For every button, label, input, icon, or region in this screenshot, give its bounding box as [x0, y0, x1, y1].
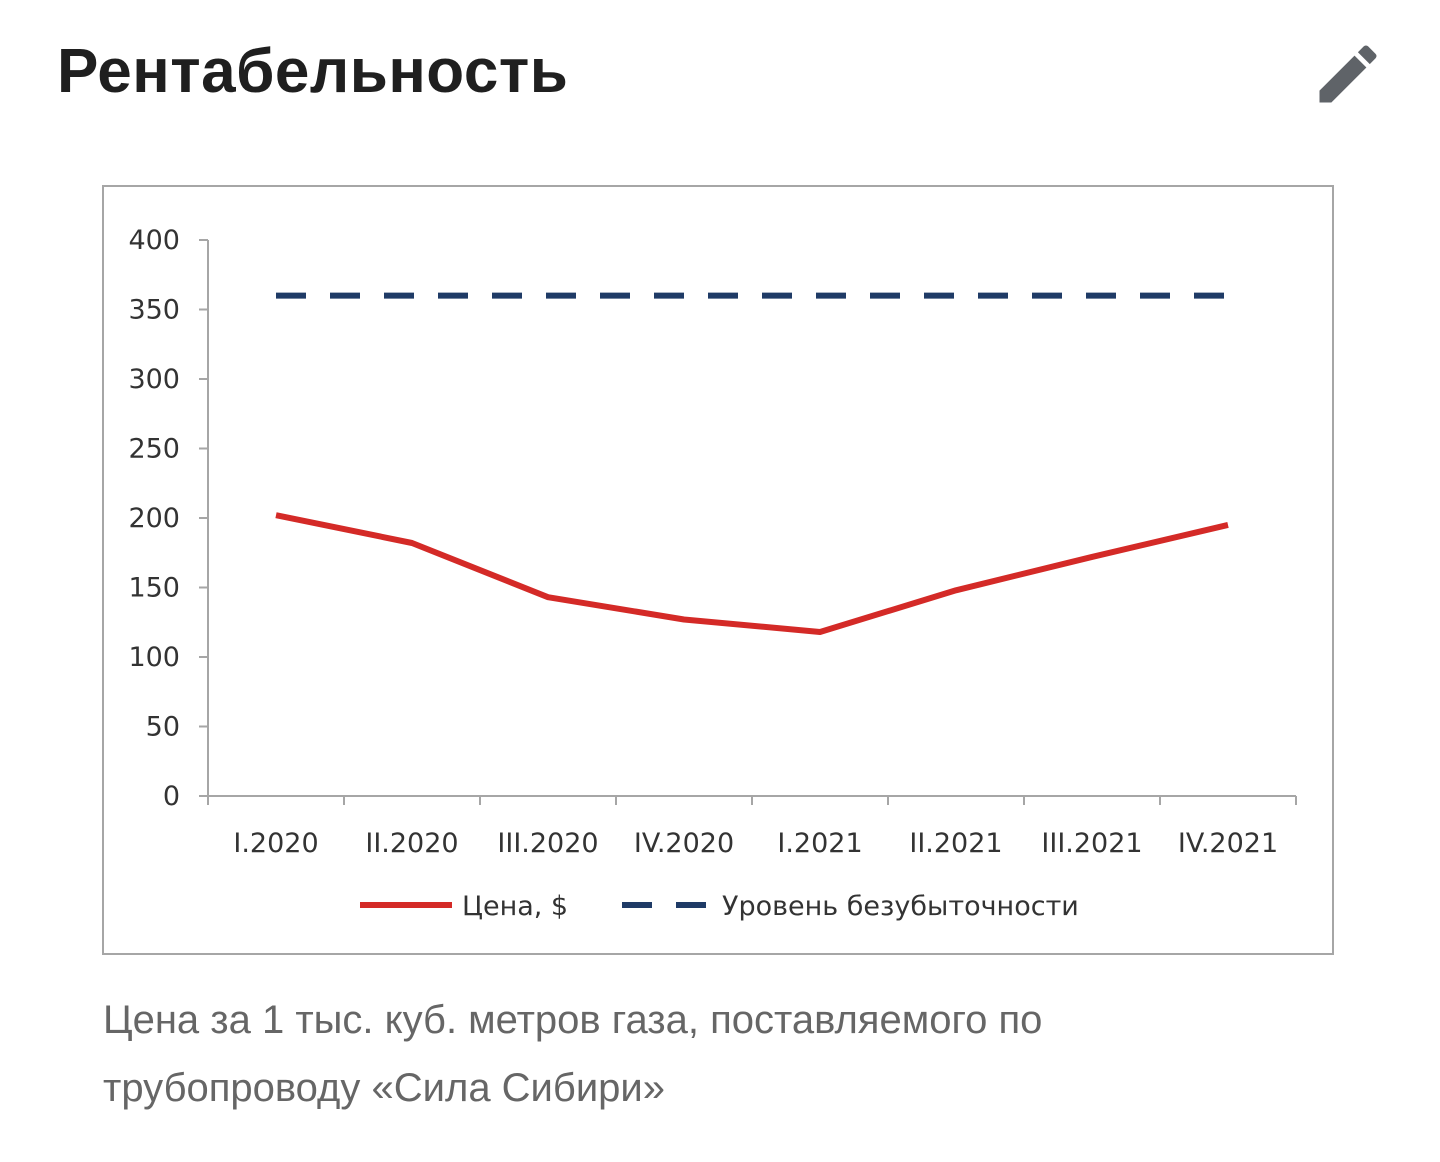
- y-tick-label: 0: [163, 781, 180, 812]
- y-tick-label: 50: [146, 712, 180, 743]
- x-tick-label: I.2021: [777, 828, 862, 859]
- legend-label-price: Цена, $: [462, 891, 568, 922]
- y-tick-label: 250: [128, 434, 180, 465]
- x-tick-label: II.2021: [909, 828, 1002, 859]
- chart-container: 0 50 100 150 200 250 300 350 400 I.2020 II.2020 III…: [102, 185, 1334, 955]
- x-tick-label: IV.2020: [634, 828, 734, 859]
- x-tick-label: III.2020: [497, 828, 598, 859]
- line-chart: 0 50 100 150 200 250 300 350 400 I.2020 II.2020 III…: [128, 225, 1297, 922]
- x-tick-label: IV.2021: [1178, 828, 1278, 859]
- y-tick-label: 100: [128, 642, 180, 673]
- pencil-icon: [1319, 45, 1377, 103]
- x-tick-label: III.2021: [1041, 828, 1142, 859]
- y-tick-label: 300: [128, 364, 180, 395]
- edit-button[interactable]: [1308, 34, 1388, 114]
- page-title: Рентабельность: [57, 37, 569, 106]
- series-line-price: [275, 512, 1229, 635]
- y-tick-label: 150: [128, 573, 180, 604]
- y-tick-label: 400: [128, 225, 180, 256]
- y-tick-label: 350: [128, 295, 180, 326]
- x-tick-label: II.2020: [365, 828, 458, 859]
- x-tick-label: I.2020: [233, 828, 318, 859]
- chart-caption: Цена за 1 тыс. куб. метров газа, поставл…: [103, 998, 1043, 1110]
- y-tick-label: 200: [128, 503, 180, 534]
- legend-label-breakeven: Уровень безубыточности: [722, 891, 1079, 922]
